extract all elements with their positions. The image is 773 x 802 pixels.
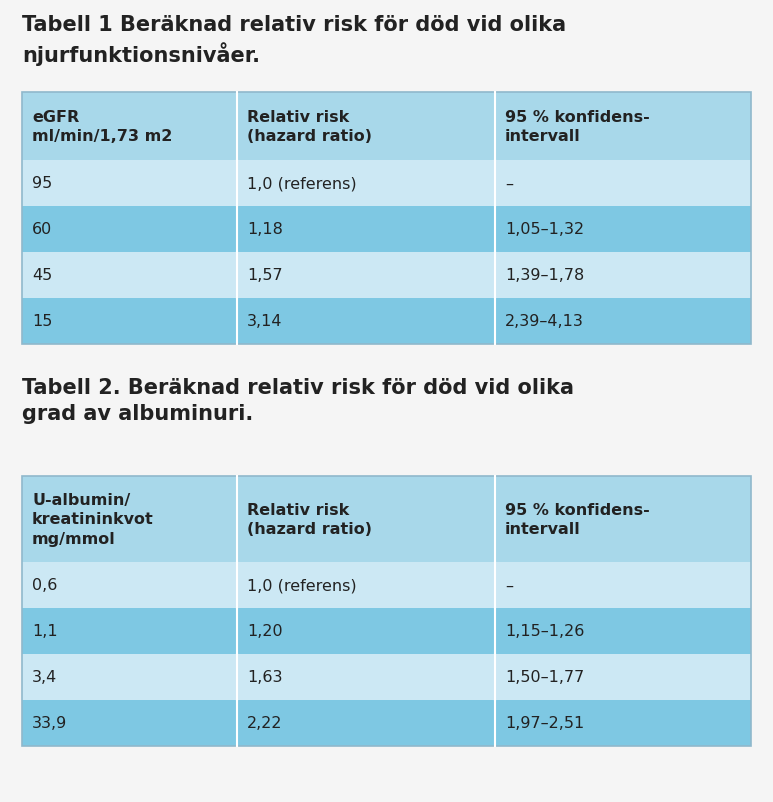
Text: Relativ risk
(hazard ratio): Relativ risk (hazard ratio) xyxy=(247,502,372,537)
Text: U-albumin/
kreatininkvot
mg/mmol: U-albumin/ kreatininkvot mg/mmol xyxy=(32,492,154,547)
Text: –: – xyxy=(505,176,513,191)
Text: Tabell 2. Beräknad relativ risk för död vid olika
grad av albuminuri.: Tabell 2. Beräknad relativ risk för död … xyxy=(22,378,574,423)
Bar xyxy=(22,93,751,160)
Text: 95: 95 xyxy=(32,176,53,191)
Text: 1,0 (referens): 1,0 (referens) xyxy=(247,176,356,191)
Text: 3,14: 3,14 xyxy=(247,314,282,329)
Text: 1,18: 1,18 xyxy=(247,222,283,237)
Text: 95 % konfidens-
intervall: 95 % konfidens- intervall xyxy=(505,502,650,537)
Text: 33,9: 33,9 xyxy=(32,715,67,731)
Text: Tabell 1 Beräknad relativ risk för död vid olika
njurfunktionsnivåer.: Tabell 1 Beräknad relativ risk för död v… xyxy=(22,15,566,66)
Bar xyxy=(22,93,751,345)
Bar xyxy=(22,298,751,345)
Text: 1,63: 1,63 xyxy=(247,670,282,685)
Bar xyxy=(22,654,751,700)
Bar xyxy=(22,562,751,608)
Bar xyxy=(22,476,751,746)
Bar xyxy=(22,253,751,298)
Bar xyxy=(22,608,751,654)
Bar xyxy=(22,700,751,746)
Text: 1,1: 1,1 xyxy=(32,624,58,638)
Text: eGFR
ml/min/1,73 m2: eGFR ml/min/1,73 m2 xyxy=(32,109,172,144)
Bar xyxy=(22,207,751,253)
Text: 0,6: 0,6 xyxy=(32,577,57,593)
Text: 15: 15 xyxy=(32,314,53,329)
Text: 60: 60 xyxy=(32,222,53,237)
Bar xyxy=(22,476,751,562)
Text: 1,39–1,78: 1,39–1,78 xyxy=(505,268,584,283)
Text: 1,15–1,26: 1,15–1,26 xyxy=(505,624,584,638)
Text: 3,4: 3,4 xyxy=(32,670,57,685)
Text: Relativ risk
(hazard ratio): Relativ risk (hazard ratio) xyxy=(247,109,372,144)
Text: 1,97–2,51: 1,97–2,51 xyxy=(505,715,584,731)
Text: 1,20: 1,20 xyxy=(247,624,283,638)
Text: 1,50–1,77: 1,50–1,77 xyxy=(505,670,584,685)
Text: 2,22: 2,22 xyxy=(247,715,282,731)
Text: 1,05–1,32: 1,05–1,32 xyxy=(505,222,584,237)
Bar xyxy=(22,160,751,207)
Text: –: – xyxy=(505,577,513,593)
Text: 45: 45 xyxy=(32,268,53,283)
Text: 95 % konfidens-
intervall: 95 % konfidens- intervall xyxy=(505,109,650,144)
Text: 2,39–4,13: 2,39–4,13 xyxy=(505,314,584,329)
Text: 1,0 (referens): 1,0 (referens) xyxy=(247,577,356,593)
Text: 1,57: 1,57 xyxy=(247,268,283,283)
